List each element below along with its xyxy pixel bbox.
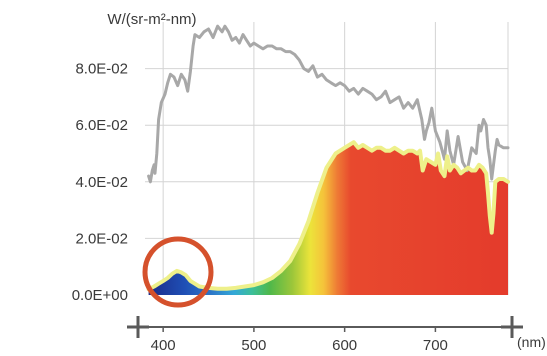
y-tick-labels: 0.0E+00 2.0E-02 4.0E-02 6.0E-02 8.0E-02 bbox=[72, 61, 128, 304]
y-tick-label: 4.0E-02 bbox=[75, 174, 128, 191]
spectrum-area bbox=[148, 142, 508, 295]
x-tick-labels: 400 500 600 700 bbox=[151, 337, 448, 354]
x-tick-label: 700 bbox=[423, 337, 448, 354]
y-tick-label: 8.0E-02 bbox=[75, 61, 128, 78]
x-tick-label: 600 bbox=[332, 337, 357, 354]
reference-spectrum-line bbox=[147, 24, 510, 184]
x-tick-label: 500 bbox=[241, 337, 266, 354]
spectrum-fill bbox=[148, 142, 508, 295]
y-tick-label: 0.0E+00 bbox=[72, 287, 128, 304]
x-tick-label: 400 bbox=[151, 337, 176, 354]
chart-grid bbox=[145, 22, 509, 295]
highlight-circle bbox=[142, 236, 214, 308]
axis-markers bbox=[127, 316, 523, 338]
y-tick-label: 2.0E-02 bbox=[75, 230, 128, 247]
x-axis-unit: (nm) bbox=[517, 334, 546, 350]
y-axis-label: W/(sr-m²-nm) bbox=[107, 11, 196, 28]
y-tick-label: 6.0E-02 bbox=[75, 117, 128, 134]
